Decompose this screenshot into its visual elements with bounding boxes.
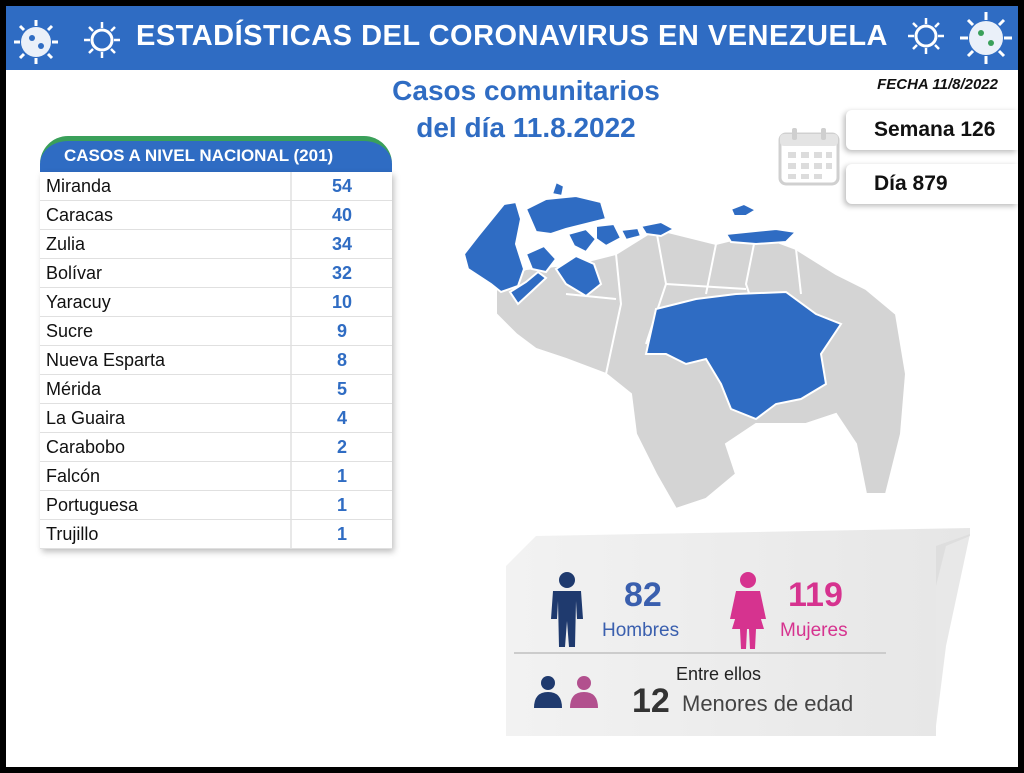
banner-title: ESTADÍSTICAS DEL CORONAVIRUS EN VENEZUEL… — [135, 20, 888, 52]
table-header: CASOS A NIVEL NACIONAL (201) — [40, 136, 392, 172]
table-row: Miranda 54 — [40, 172, 392, 201]
case-count: 1 — [336, 495, 347, 515]
case-count: 5 — [336, 379, 347, 399]
case-count: 10 — [331, 292, 353, 312]
table-row: Nueva Esparta 8 — [40, 346, 392, 375]
table-body: Miranda 54 Caracas 40 Zulia 34 Bolívar 32 Yaracu… — [40, 172, 392, 549]
state-name: Sucre — [40, 317, 292, 345]
state-name: Nueva Esparta — [40, 346, 292, 374]
venezuela-map — [462, 180, 908, 511]
table-row: Carabobo 2 — [40, 433, 392, 462]
virus-icon — [14, 20, 58, 64]
case-count: 4 — [336, 408, 347, 428]
table-row: Falcón 1 — [40, 462, 392, 491]
case-count: 1 — [336, 466, 347, 486]
table-row: Trujillo 1 — [40, 520, 392, 549]
case-count: 32 — [331, 263, 353, 283]
virus-icon — [84, 22, 120, 58]
divider — [514, 652, 886, 654]
minors-intro: Entre ellos — [676, 664, 762, 684]
men-count: 82 — [624, 576, 662, 614]
week-badge: Semana 126 — [846, 110, 1018, 150]
table-row: Zulia 34 — [40, 230, 392, 259]
children-icon — [534, 676, 598, 708]
state-name: Mérida — [40, 375, 292, 403]
calendar-icon — [778, 128, 840, 186]
virus-icon — [908, 18, 944, 54]
day-badge: Día 879 — [846, 164, 1018, 204]
case-count: 2 — [336, 437, 347, 457]
subtitle-line-1: Casos comunitarios — [392, 75, 660, 106]
table-row: Sucre 9 — [40, 317, 392, 346]
state-name: Zulia — [40, 230, 292, 258]
case-count: 8 — [336, 350, 347, 370]
cases-table: CASOS A NIVEL NACIONAL (201) Miranda 54 Ca… — [40, 136, 392, 549]
state-name: Miranda — [40, 172, 292, 200]
header-banner: ESTADÍSTICAS DEL CORONAVIRUS EN VENEZUEL… — [6, 6, 1018, 70]
table-row: Caracas 40 — [40, 201, 392, 230]
man-icon — [551, 572, 583, 647]
women-count: 119 — [788, 576, 843, 614]
table-row: Yaracuy 10 — [40, 288, 392, 317]
table-row: Mérida 5 — [40, 375, 392, 404]
table-row: Bolívar 32 — [40, 259, 392, 288]
case-count: 54 — [331, 176, 353, 196]
case-count: 1 — [336, 524, 347, 544]
case-count: 34 — [331, 234, 353, 254]
minors-label: Menores de edad — [682, 691, 854, 716]
state-name: Caracas — [40, 201, 292, 229]
state-name: Portuguesa — [40, 491, 292, 519]
subtitle-line-2: del día 11.8.2022 — [416, 112, 636, 143]
table-row: Portuguesa 1 — [40, 491, 392, 520]
state-name: Carabobo — [40, 433, 292, 461]
state-name: La Guaira — [40, 404, 292, 432]
state-name: Bolívar — [40, 259, 292, 287]
minors-count: 12 — [632, 682, 670, 720]
state-name: Falcón — [40, 462, 292, 490]
subtitle: Casos comunitarios del día 11.8.2022 — [366, 72, 686, 146]
woman-icon — [730, 572, 766, 649]
case-count: 9 — [336, 321, 347, 341]
state-name: Trujillo — [40, 520, 292, 548]
virus-icon — [960, 12, 1012, 64]
stats-panel-bg — [506, 528, 970, 736]
date-label: FECHA 11/8/2022 — [877, 76, 998, 93]
state-name: Yaracuy — [40, 288, 292, 316]
women-label: Mujeres — [780, 620, 848, 641]
table-row: La Guaira 4 — [40, 404, 392, 433]
men-label: Hombres — [602, 620, 680, 641]
infographic: ESTADÍSTICAS DEL CORONAVIRUS EN VENEZUEL… — [6, 6, 1018, 767]
case-count: 40 — [331, 205, 353, 225]
